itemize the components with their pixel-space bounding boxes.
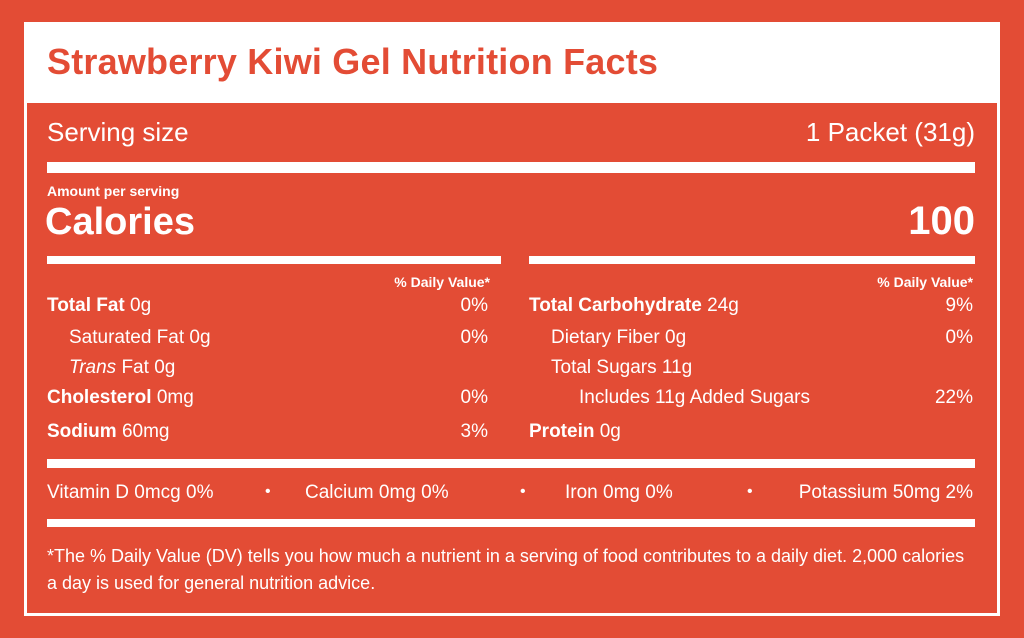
- separator-dot: •: [747, 483, 753, 500]
- nutrient-row-total-carbohydrate: Total Carbohydrate 24g: [529, 295, 739, 317]
- nutrient-row-saturated-fat: Saturated Fat 0g: [69, 327, 211, 349]
- nutrient-dv: 0%: [945, 327, 973, 348]
- calories-label: Calories: [45, 201, 195, 243]
- nutrient-name: Saturated Fat: [69, 327, 185, 348]
- nutrient-dv: 22%: [934, 387, 973, 408]
- dv-header-left: % Daily Value*: [394, 274, 490, 290]
- nutrient-name: Total Sugars: [551, 357, 657, 378]
- nutrient-name: Sodium: [47, 421, 117, 442]
- nutrient-row-protein: Protein 0g: [529, 421, 621, 443]
- column-divider-right: [529, 256, 975, 264]
- nutrient-dv: 0%: [460, 327, 488, 348]
- title-bar: Strawberry Kiwi Gel Nutrition Facts: [27, 25, 997, 103]
- nutrient-amount: 0g: [665, 327, 687, 348]
- nutrient-amount: 24g: [707, 295, 739, 316]
- amount-per-serving: Amount per serving: [47, 183, 180, 199]
- nutrient-name: Fat: [121, 357, 149, 378]
- nutrient-row-sodium: Sodium 60mg: [47, 421, 169, 443]
- nutrient-row-trans-fat: Trans Fat 0g: [69, 357, 175, 379]
- nutrient-name-italic: Trans: [69, 357, 117, 378]
- nutrient-name: Dietary Fiber: [551, 327, 660, 348]
- nutrient-name: Cholesterol: [47, 387, 152, 408]
- nutrient-dv: 0%: [460, 295, 488, 316]
- nutrient-amount: 60mg: [121, 421, 170, 442]
- nutrient-row-total-fat: Total Fat 0g: [47, 295, 151, 317]
- separator-dot: •: [520, 483, 526, 500]
- nutrient-amount: 11g: [661, 357, 693, 378]
- footnote: *The % Daily Value (DV) tells you how mu…: [47, 546, 965, 593]
- thick-divider: [47, 459, 975, 468]
- nutrient-dv: 3%: [460, 421, 488, 442]
- nutrient-name: Includes 11g Added Sugars: [579, 387, 810, 408]
- nutrient-amount: 0g: [599, 421, 621, 442]
- calories-value: 100: [908, 199, 975, 243]
- nutrient-row-total-sugars: Total Sugars 11g: [551, 357, 692, 379]
- thick-divider: [47, 162, 975, 173]
- nutrient-amount: 0g: [189, 327, 211, 348]
- nutrient-dv: 9%: [945, 295, 973, 316]
- dv-header-right: % Daily Value*: [877, 274, 973, 290]
- nutrient-name: Total Fat: [47, 295, 125, 316]
- nutrition-label: Strawberry Kiwi Gel Nutrition Facts Serv…: [24, 22, 1000, 616]
- micronutrient-iron: Iron 0mg 0%: [565, 482, 673, 503]
- serving-size-label: Serving size: [47, 117, 189, 147]
- nutrient-amount: 0g: [154, 357, 176, 378]
- nutrient-row-added-sugars: Includes 11g Added Sugars: [579, 387, 810, 409]
- micronutrient-potassium: Potassium 50mg 2%: [798, 482, 973, 503]
- serving-size-value: 1 Packet (31g): [805, 117, 975, 147]
- nutrient-row-cholesterol: Cholesterol 0mg: [47, 387, 194, 409]
- nutrient-amount: 0g: [130, 295, 152, 316]
- nutrient-dv: 0%: [460, 387, 488, 408]
- thick-divider: [47, 519, 975, 527]
- nutrient-amount: 0mg: [156, 387, 194, 408]
- nutrient-row-dietary-fiber: Dietary Fiber 0g: [551, 327, 686, 349]
- micronutrient-vitamin-d: Vitamin D 0mcg 0%: [47, 482, 214, 503]
- label-title: Strawberry Kiwi Gel Nutrition Facts: [47, 41, 659, 82]
- nutrient-name: Protein: [529, 421, 595, 442]
- separator-dot: •: [265, 483, 271, 500]
- nutrient-name: Total Carbohydrate: [529, 295, 702, 316]
- micronutrient-calcium: Calcium 0mg 0%: [305, 482, 449, 503]
- column-divider-left: [47, 256, 501, 264]
